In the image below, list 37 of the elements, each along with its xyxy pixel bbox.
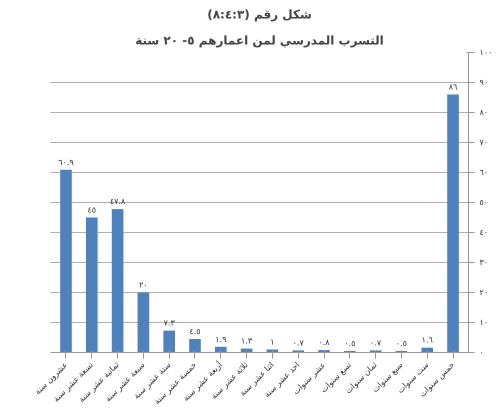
data-label: ٧.٣ <box>164 318 176 328</box>
data-label: ٠.٧ <box>292 338 304 348</box>
bar <box>86 218 98 352</box>
data-label: ٢٠ <box>139 280 148 290</box>
chart-subtitle: التسرب المدرسي لمن اعمارهم ٥- ٢٠ سنة <box>135 34 384 48</box>
data-label: ٤.٥ <box>189 327 201 336</box>
bar <box>138 292 150 352</box>
bar <box>421 348 434 352</box>
chart-title: شكل رقم (٨:٤:٣) <box>207 8 312 22</box>
bar <box>60 170 72 352</box>
data-label: ٠.٥ <box>344 339 356 348</box>
y-tick-label: ٥٠ <box>480 198 488 207</box>
bar <box>189 339 201 352</box>
y-tick-label: ٧٠ <box>480 138 488 147</box>
data-label: ١.٣ <box>241 336 253 346</box>
y-tick-label: ٤٠ <box>480 228 488 237</box>
y-tick-label: ٣٠ <box>480 258 488 267</box>
data-label: ١.٩ <box>215 334 226 344</box>
y-tick-label: ٢٠ <box>480 288 488 297</box>
y-tick-label: ١٠ <box>480 318 488 327</box>
data-label: ٦٠.٩ <box>58 158 74 167</box>
data-label: ٤٧.٨ <box>110 197 126 206</box>
data-label: ٠.٧ <box>370 338 382 348</box>
data-label: ٠.٨ <box>318 338 330 348</box>
y-tick-label: ٨٠ <box>480 108 488 117</box>
bar <box>163 330 175 352</box>
bar <box>447 94 459 352</box>
y-tick-label: ٦٠ <box>480 168 488 177</box>
data-label: ١.٦ <box>422 336 433 345</box>
y-tick-label: ١٠٠ <box>480 48 492 57</box>
data-label: ٨٦ <box>448 82 458 92</box>
y-tick-label: ٠ <box>480 348 484 357</box>
bar <box>112 209 124 352</box>
data-label: ٤٥ <box>87 206 96 214</box>
data-label: ١ <box>270 338 275 346</box>
data-label: ٠.٥ <box>396 339 407 348</box>
y-tick-label: ٩٠ <box>480 78 488 87</box>
